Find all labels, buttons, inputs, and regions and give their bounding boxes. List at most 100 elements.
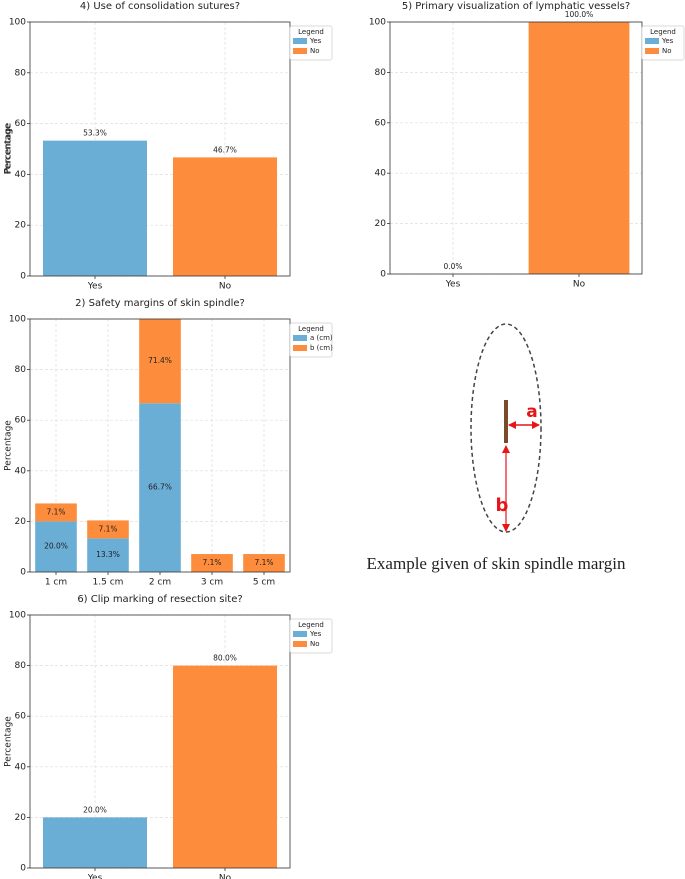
value-label: 7.1% bbox=[46, 507, 65, 516]
spindle-outline bbox=[470, 323, 542, 533]
value-label: 13.3% bbox=[96, 550, 120, 559]
legend-swatch bbox=[293, 335, 307, 341]
bar-segment bbox=[139, 403, 181, 572]
legend-swatch bbox=[293, 345, 307, 351]
x-tick-label: No bbox=[573, 280, 586, 290]
value-label: 7.1% bbox=[254, 558, 273, 567]
bar bbox=[43, 817, 147, 868]
value-label: 7.1% bbox=[98, 524, 117, 533]
legend-swatch bbox=[645, 38, 659, 44]
chart: 5) Primary visualization of lymphatic ve… bbox=[4, 1, 643, 290]
x-tick-label: 3 cm bbox=[201, 578, 223, 588]
y-tick-label: 100 bbox=[369, 18, 386, 28]
label-a: a bbox=[526, 402, 537, 422]
y-tick-label: 80 bbox=[15, 365, 27, 375]
legend-label: a (cm) bbox=[310, 334, 333, 342]
y-tick-label: 20 bbox=[15, 813, 27, 823]
y-tick-label: 100 bbox=[9, 18, 26, 28]
legend-label: No bbox=[310, 640, 320, 648]
plot-frame bbox=[389, 21, 643, 275]
x-tick-label: 5 cm bbox=[253, 578, 275, 588]
y-tick-label: 0 bbox=[20, 864, 26, 874]
x-tick-label: 2 cm bbox=[149, 578, 171, 588]
bar-segment bbox=[35, 503, 77, 522]
y-tick-label: 60 bbox=[15, 712, 27, 722]
legend-label: Yes bbox=[309, 37, 322, 45]
legend-title: Legend bbox=[298, 621, 324, 629]
value-label: 20.0% bbox=[44, 542, 68, 551]
x-tick-label: No bbox=[219, 874, 232, 879]
y-tick-label: 40 bbox=[15, 762, 27, 772]
bar-segment bbox=[243, 554, 285, 572]
chart-title: 6) Clip marking of resection site? bbox=[77, 594, 242, 605]
y-tick-label: 100 bbox=[9, 315, 26, 325]
legend-title: Legend bbox=[298, 28, 324, 36]
y-tick-label: 40 bbox=[375, 169, 387, 179]
bar-segment bbox=[139, 319, 181, 404]
value-label: 7.1% bbox=[202, 558, 221, 567]
x-tick-label: Yes bbox=[87, 282, 103, 292]
legend-label: Yes bbox=[661, 37, 674, 45]
y-tick-label: 40 bbox=[15, 170, 27, 180]
caption: Example given of skin spindle margin bbox=[367, 554, 626, 573]
x-tick-label: No bbox=[219, 282, 232, 292]
value-label: 0.0% bbox=[443, 262, 462, 271]
y-tick-label: 60 bbox=[15, 119, 27, 129]
y-tick-label: 80 bbox=[15, 68, 27, 78]
y-tick-label: 60 bbox=[15, 416, 27, 426]
plot-frame bbox=[29, 21, 291, 277]
bar bbox=[173, 157, 277, 276]
legend-swatch bbox=[293, 48, 307, 54]
legend-swatch bbox=[645, 48, 659, 54]
y-tick-label: 80 bbox=[15, 661, 27, 671]
legend-swatch bbox=[293, 38, 307, 44]
chart-title: 4) Use of consolidation sutures? bbox=[80, 1, 240, 12]
x-tick-label: Yes bbox=[87, 874, 103, 879]
bar bbox=[43, 140, 147, 276]
value-label: 20.0% bbox=[83, 805, 107, 814]
legend-title: Legend bbox=[650, 28, 676, 36]
legend-label: b (cm) bbox=[310, 344, 333, 352]
bars bbox=[35, 319, 285, 572]
bar-segment bbox=[35, 521, 77, 572]
y-tick-label: 40 bbox=[15, 466, 27, 476]
y-tick-label: 20 bbox=[15, 221, 27, 231]
bar-segment bbox=[191, 554, 233, 572]
bar bbox=[173, 665, 277, 868]
spindle-diagram: a b Example given of skin spindle margin bbox=[367, 323, 626, 573]
y-tick-label: 0 bbox=[380, 270, 386, 280]
value-label: 53.3% bbox=[83, 129, 107, 138]
y-tick-label: 0 bbox=[20, 568, 26, 578]
y-tick-label: 80 bbox=[375, 68, 387, 78]
legend-label: Yes bbox=[309, 630, 322, 638]
legend-label: No bbox=[310, 47, 320, 55]
bars bbox=[43, 665, 277, 868]
legend-swatch bbox=[293, 641, 307, 647]
chart: 2) Safety margins of skin spindle? Percen… bbox=[4, 298, 291, 588]
legend-title: Legend bbox=[298, 325, 324, 333]
legend-swatch bbox=[293, 631, 307, 637]
bar-segment bbox=[87, 538, 129, 572]
plot-frame bbox=[29, 614, 291, 869]
x-tick-label: Yes bbox=[445, 280, 461, 290]
y-axis-label: Percentage bbox=[4, 123, 14, 174]
value-label: 100.0% bbox=[565, 10, 594, 19]
chart-title: 5) Primary visualization of lymphatic ve… bbox=[402, 1, 630, 12]
plot-frame bbox=[29, 318, 291, 573]
chart: 6) Clip marking of resection site? Percen… bbox=[4, 594, 291, 879]
value-label: 71.4% bbox=[148, 356, 172, 365]
bars bbox=[43, 140, 277, 276]
bars bbox=[528, 22, 630, 274]
legend-label: No bbox=[662, 47, 672, 55]
y-axis-label: Percentage bbox=[4, 716, 14, 767]
y-tick-label: 100 bbox=[9, 611, 26, 621]
x-tick-label: 1.5 cm bbox=[93, 578, 124, 588]
bar-segment bbox=[87, 520, 129, 539]
y-axis-label: Percentage bbox=[4, 420, 14, 471]
y-tick-label: 60 bbox=[375, 118, 387, 128]
chart: 4) Use of consolidation sutures? Percenta… bbox=[4, 1, 291, 292]
